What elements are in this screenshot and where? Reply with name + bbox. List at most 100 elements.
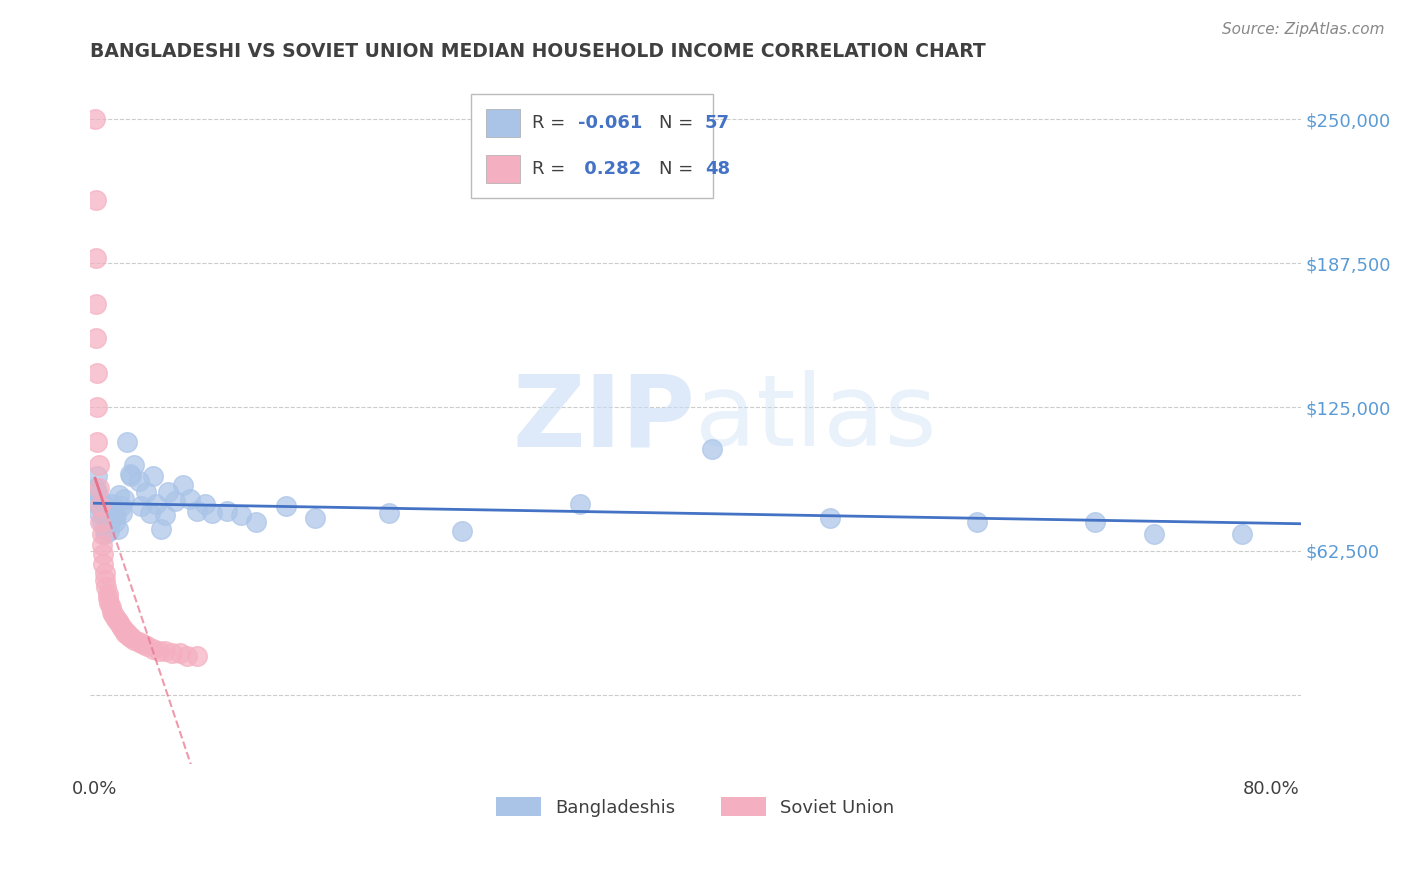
Text: 48: 48	[704, 160, 730, 178]
Point	[148, 644, 170, 658]
Point	[91, 548, 114, 562]
Point	[114, 625, 136, 640]
Point	[118, 467, 141, 481]
Point	[97, 586, 120, 600]
Text: N =: N =	[659, 160, 699, 178]
Point	[818, 510, 841, 524]
Point	[86, 366, 108, 380]
Point	[104, 515, 127, 529]
Point	[215, 504, 238, 518]
Point	[86, 400, 108, 414]
Point	[94, 499, 117, 513]
Point	[90, 515, 112, 529]
Point	[108, 487, 131, 501]
Point	[91, 508, 114, 523]
Point	[142, 469, 165, 483]
Point	[115, 434, 138, 449]
Point	[98, 504, 121, 518]
Point	[117, 628, 139, 642]
Point	[107, 522, 129, 536]
Point	[86, 434, 108, 449]
Point	[84, 193, 107, 207]
Text: BANGLADESHI VS SOVIET UNION MEDIAN HOUSEHOLD INCOME CORRELATION CHART: BANGLADESHI VS SOVIET UNION MEDIAN HOUSE…	[90, 42, 986, 61]
Point	[153, 508, 176, 523]
Point	[105, 612, 128, 626]
Text: 0.282: 0.282	[578, 160, 641, 178]
Point	[91, 557, 114, 571]
Point	[105, 508, 128, 523]
Point	[111, 621, 134, 635]
Point	[186, 504, 208, 518]
Point	[128, 635, 150, 649]
Point	[112, 624, 135, 638]
Point	[97, 517, 120, 532]
Point	[153, 644, 176, 658]
Point	[122, 458, 145, 472]
Point	[162, 646, 184, 660]
Point	[98, 524, 121, 539]
Point	[89, 492, 111, 507]
Point	[111, 506, 134, 520]
Point	[139, 506, 162, 520]
Point	[120, 469, 142, 483]
Point	[135, 485, 157, 500]
Point	[172, 478, 194, 492]
Point	[110, 499, 132, 513]
Point	[568, 497, 591, 511]
Text: ZIP: ZIP	[512, 370, 696, 467]
Point	[165, 494, 187, 508]
Point	[179, 492, 201, 507]
Point	[93, 522, 115, 536]
Point	[702, 442, 724, 456]
Point	[84, 331, 107, 345]
Point	[84, 112, 107, 127]
Point	[136, 640, 159, 654]
Point	[87, 499, 110, 513]
Text: atlas: atlas	[696, 370, 936, 467]
Point	[142, 641, 165, 656]
Point	[1230, 526, 1253, 541]
Point	[176, 648, 198, 663]
Point	[94, 580, 117, 594]
Point	[90, 526, 112, 541]
Point	[304, 510, 326, 524]
Point	[86, 469, 108, 483]
Point	[145, 497, 167, 511]
Point	[86, 485, 108, 500]
Point	[110, 619, 132, 633]
Point	[231, 508, 253, 523]
Point	[201, 506, 224, 520]
Point	[101, 605, 124, 619]
Point	[90, 538, 112, 552]
Point	[93, 526, 115, 541]
Point	[107, 614, 129, 628]
Point	[89, 499, 111, 513]
Point	[108, 616, 131, 631]
Point	[101, 497, 124, 511]
Point	[97, 591, 120, 606]
Text: 57: 57	[704, 114, 730, 132]
Point	[149, 522, 172, 536]
Point	[103, 506, 125, 520]
Point	[104, 609, 127, 624]
Point	[128, 474, 150, 488]
Point	[966, 515, 988, 529]
Point	[169, 646, 191, 660]
Point	[377, 506, 399, 520]
Point	[156, 485, 179, 500]
Point	[100, 513, 122, 527]
Point	[87, 506, 110, 520]
Point	[84, 481, 107, 495]
FancyBboxPatch shape	[471, 95, 713, 198]
Point	[120, 630, 142, 644]
Point	[112, 492, 135, 507]
Text: Source: ZipAtlas.com: Source: ZipAtlas.com	[1222, 22, 1385, 37]
Point	[84, 296, 107, 310]
Point	[93, 573, 115, 587]
Point	[98, 596, 121, 610]
Point	[245, 515, 267, 529]
Point	[451, 524, 474, 539]
Text: R =: R =	[531, 160, 571, 178]
Point	[274, 499, 297, 513]
Text: R =: R =	[531, 114, 571, 132]
